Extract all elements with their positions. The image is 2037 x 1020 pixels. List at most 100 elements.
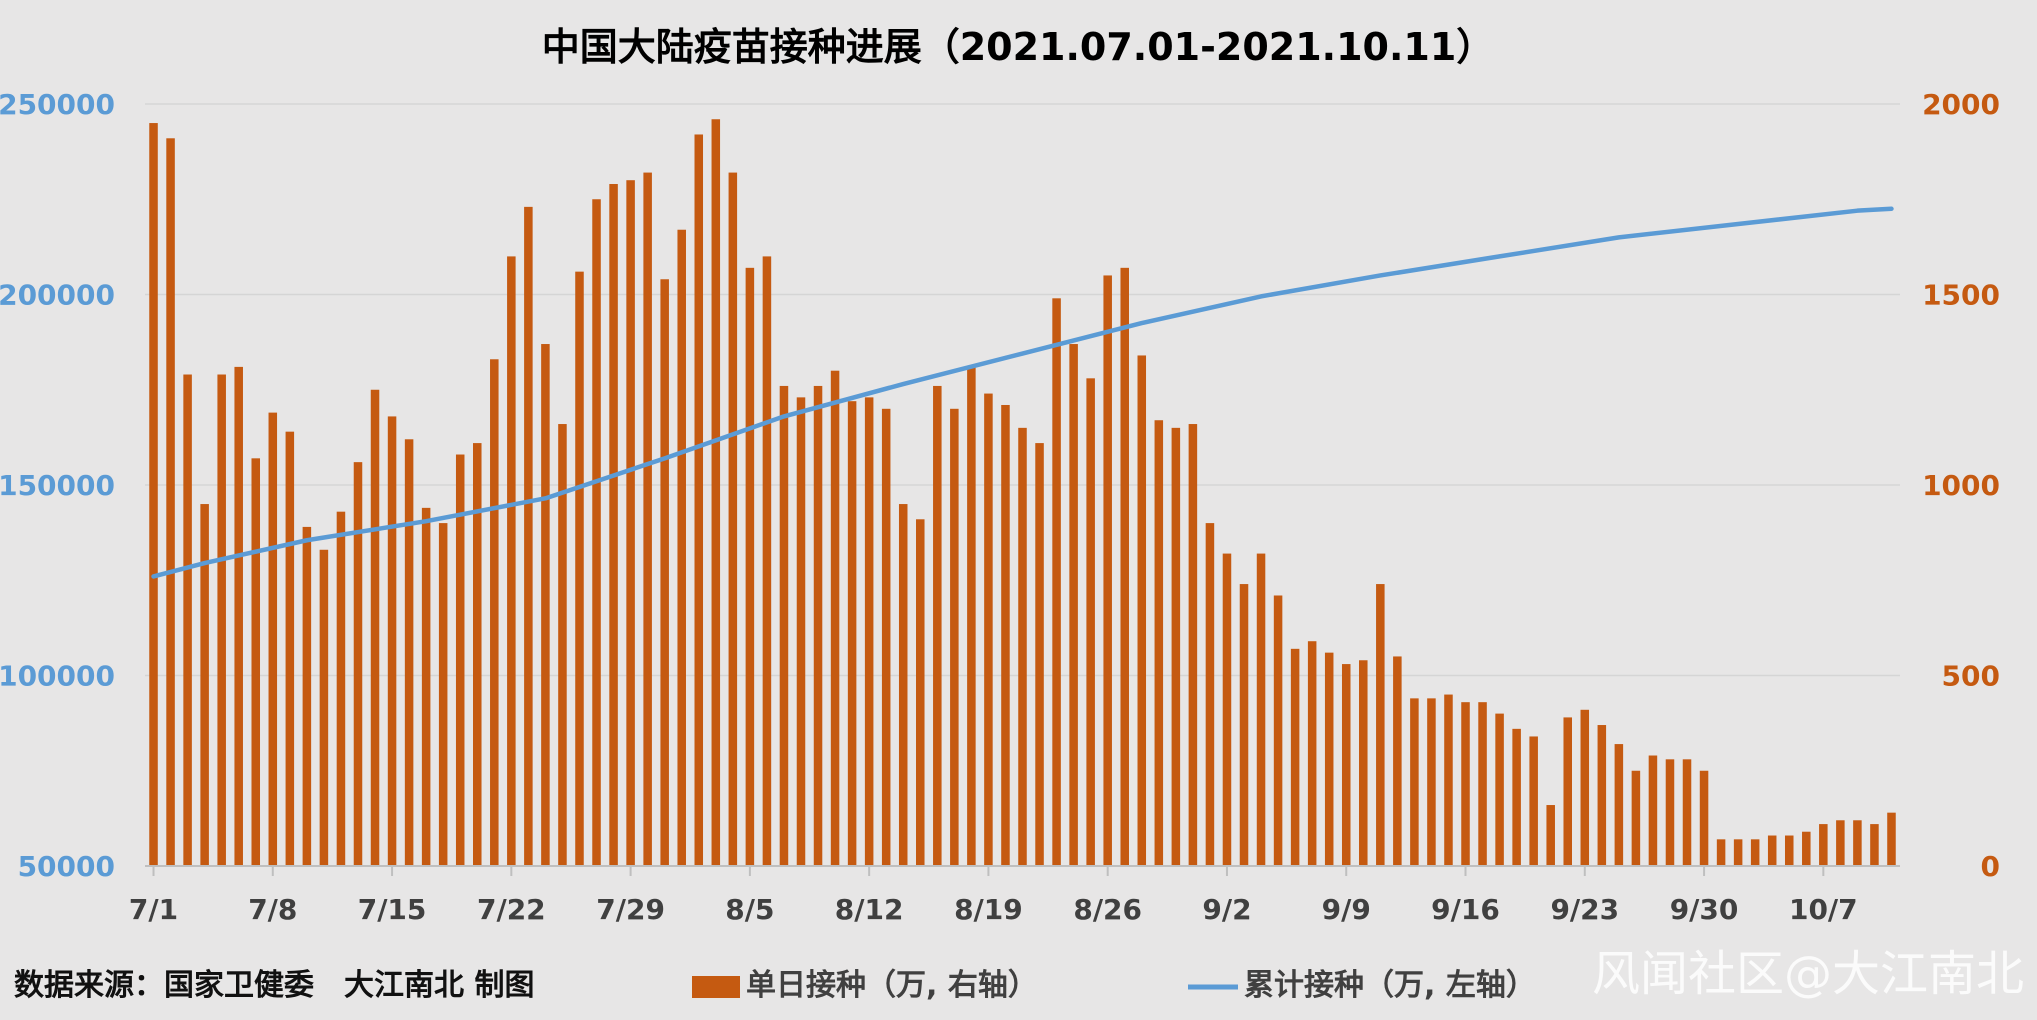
daily-bar: [830, 370, 840, 866]
daily-bar: [353, 462, 363, 866]
left-axis: 250000 200000 150000 100000 50000: [0, 88, 115, 883]
daily-bar: [660, 279, 669, 866]
daily-bar: [302, 526, 312, 866]
left-tick-label: 200000: [0, 279, 115, 312]
daily-bar: [1103, 275, 1112, 866]
daily-bar: [251, 458, 261, 866]
daily-bar: [183, 374, 192, 866]
daily-bar: [421, 507, 431, 866]
right-axis: 2000 1500 1000 500 0: [1922, 88, 2000, 883]
daily-bar: [1222, 553, 1232, 866]
daily-bar: [1001, 404, 1010, 866]
x-tick-label: 9/16: [1431, 893, 1500, 926]
right-tick-label: 500: [1942, 660, 2000, 693]
daily-bar: [1069, 344, 1078, 866]
daily-bar: [217, 374, 226, 866]
daily-bar: [933, 385, 942, 866]
daily-bar: [1188, 424, 1198, 866]
daily-bar: [1154, 420, 1164, 866]
x-tick-label: 9/2: [1202, 893, 1251, 926]
left-tick-label: 100000: [0, 660, 115, 693]
x-tick-label: 9/30: [1670, 893, 1739, 926]
daily-bar: [1290, 648, 1300, 866]
daily-bar: [1478, 702, 1487, 866]
daily-bar: [1853, 820, 1862, 866]
daily-bar: [1802, 831, 1811, 866]
x-tick-label: 9/23: [1550, 893, 1619, 926]
daily-bar: [1546, 805, 1555, 866]
daily-bar: [234, 366, 243, 866]
x-tick-label: 8/5: [725, 893, 774, 926]
daily-bar: [1341, 664, 1351, 866]
daily-bar: [319, 549, 329, 866]
chart-title: 中国大陆疫苗接种进展（2021.07.01-2021.10.11）: [542, 25, 1495, 69]
x-tick-label: 8/12: [835, 893, 904, 926]
daily-bar: [967, 366, 976, 866]
daily-bar: [1699, 770, 1709, 866]
daily-bar: [1580, 709, 1590, 866]
daily-bar: [762, 256, 772, 866]
daily-bar: [609, 184, 618, 866]
daily-bar: [847, 401, 857, 866]
daily-bar: [1648, 755, 1658, 866]
x-tick-label: 7/8: [248, 893, 297, 926]
daily-bar: [1529, 736, 1538, 866]
daily-bar: [677, 229, 686, 867]
daily-bar: [796, 397, 806, 866]
x-tick-label: 7/22: [477, 893, 546, 926]
x-axis: 7/1 7/8 7/15 7/22 7/29 8/5 8/12 8/19 8/26 9/2 9/9 9…: [129, 866, 1858, 926]
daily-bar: [728, 172, 738, 866]
daily-bar: [1716, 839, 1726, 866]
daily-bar: [575, 271, 584, 866]
daily-bar: [1137, 355, 1147, 866]
legend: 单日接种（万, 右轴） 累计接种（万, 左轴）: [692, 968, 1536, 1003]
right-tick-label: 1000: [1922, 469, 2000, 502]
daily-bar: [1819, 824, 1828, 866]
daily-bar: [1767, 835, 1777, 866]
legend-bar-swatch: [692, 976, 740, 998]
daily-bar: [1359, 660, 1368, 866]
daily-bar: [1018, 427, 1027, 866]
daily-bar: [285, 431, 295, 866]
daily-bar: [404, 439, 414, 866]
daily-bar: [1273, 595, 1283, 866]
daily-bar: [1427, 698, 1436, 866]
daily-bar: [1461, 702, 1470, 866]
daily-bar: [779, 385, 789, 866]
daily-bar: [1750, 839, 1760, 866]
legend-line-label: 累计接种（万, 左轴）: [1244, 968, 1536, 1003]
x-tick-label: 8/26: [1073, 893, 1142, 926]
daily-bar: [813, 385, 823, 866]
daily-bar: [149, 123, 158, 867]
daily-bar: [166, 138, 175, 867]
daily-bar: [1171, 427, 1181, 866]
x-tick-label: 7/1: [129, 893, 178, 926]
daily-bar: [1784, 835, 1794, 866]
daily-bar: [694, 134, 704, 867]
daily-bar: [1614, 744, 1624, 866]
daily-bar: [1239, 584, 1249, 866]
daily-bar: [950, 408, 959, 866]
legend-bar-label: 单日接种（万, 右轴）: [746, 968, 1038, 1003]
daily-bar: [898, 504, 908, 866]
data-source-note: 数据来源：国家卫健委 大江南北 制图: [14, 968, 534, 1003]
daily-bar: [1324, 652, 1334, 866]
x-tick-label: 8/19: [954, 893, 1023, 926]
daily-bar: [1887, 812, 1896, 866]
daily-bar: [541, 344, 550, 866]
daily-bar: [984, 393, 993, 866]
daily-bar: [1120, 267, 1129, 867]
daily-bar: [1563, 717, 1572, 866]
daily-bar: [370, 389, 380, 866]
daily-bar: [881, 408, 891, 866]
daily-bar: [1665, 759, 1675, 866]
daily-bar: [1682, 759, 1692, 866]
daily-bar: [507, 256, 516, 866]
x-tick-label: 7/15: [358, 893, 427, 926]
daily-bar: [711, 119, 721, 867]
daily-bar: [1307, 641, 1317, 866]
cumulative-line: [151, 206, 1894, 579]
daily-bar: [336, 511, 346, 866]
daily-bar: [643, 172, 652, 866]
